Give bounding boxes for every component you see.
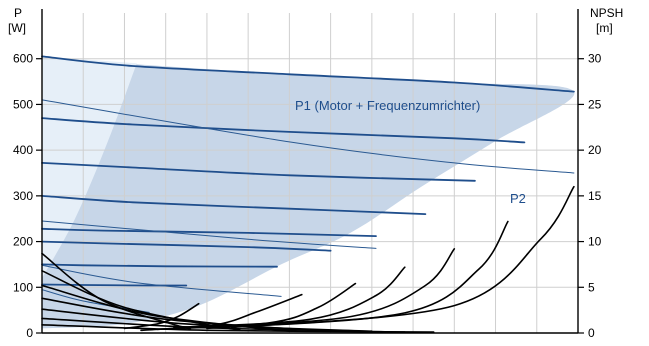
p1-curve-3 (41, 195, 427, 215)
right-axis-label-line2: [m] (596, 21, 613, 35)
p1-curve-0 (41, 55, 575, 93)
left-tick-label: 200 (13, 235, 33, 249)
series-group (41, 52, 575, 333)
p2-curve-9 (41, 220, 377, 249)
p1-curve-2 (41, 162, 476, 182)
right-tick-label: 5 (588, 280, 595, 294)
npsh-curve-23 (189, 248, 456, 329)
left-tick-label: 600 (13, 52, 33, 66)
right-tick-label: 0 (588, 326, 595, 340)
annotation-p1: P1 (Motor + Frequenzumrichter) (295, 98, 480, 113)
right-tick-label: 30 (588, 52, 602, 66)
npsh-curve-18 (41, 324, 435, 333)
npsh-curve-25 (230, 185, 575, 329)
grid (42, 13, 578, 333)
left-axis-label-line1: P (14, 6, 22, 20)
left-axis-label-line2: [W] (8, 21, 26, 35)
p2-curve-10 (41, 264, 282, 297)
p2-envelope-fill (42, 56, 575, 329)
p1-curve-4 (41, 227, 377, 237)
right-tick-label: 10 (588, 235, 602, 249)
npsh-curve-12 (41, 252, 192, 331)
p1-curve-5 (41, 240, 332, 252)
npsh-curve-19 (123, 302, 200, 330)
annotation-p2: P2 (510, 191, 526, 206)
labels: P [W] NPSH [m] P1 (Motor + Frequenzumric… (8, 6, 623, 206)
p1-curve-1 (41, 117, 526, 144)
right-axis-label-line1: NPSH (590, 6, 623, 20)
left-tick-label: 100 (13, 280, 33, 294)
p2-curve-8 (41, 99, 575, 174)
p1-curve-6 (41, 263, 278, 268)
right-tick-label: 15 (588, 189, 602, 203)
left-tick-label: 500 (13, 97, 33, 111)
right-tick-label: 20 (588, 143, 602, 157)
right-tick-label: 25 (588, 97, 602, 111)
npsh-curve-16 (41, 308, 373, 332)
left-tick-label: 0 (26, 326, 33, 340)
p1-curve-7 (41, 283, 188, 287)
axes: 0 100 200 300 400 500 600 0 5 10 15 20 25 30 (13, 9, 602, 340)
left-tick-label: 300 (13, 189, 33, 203)
left-tick-label: 400 (13, 143, 33, 157)
